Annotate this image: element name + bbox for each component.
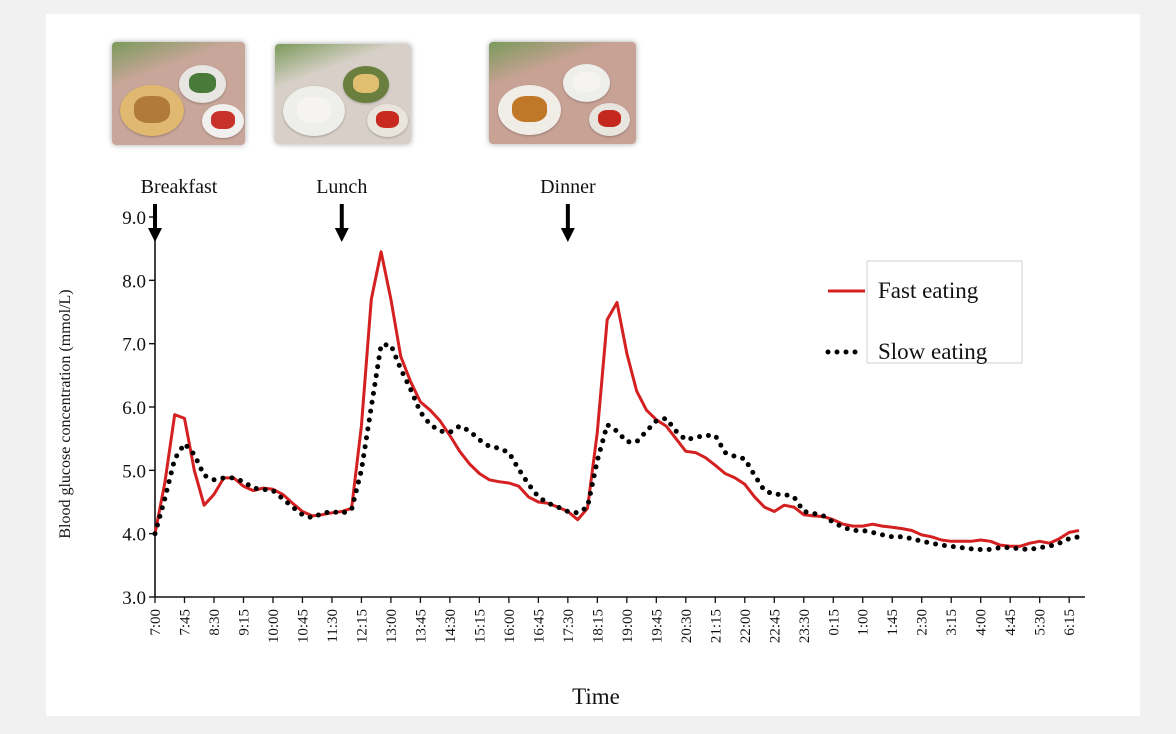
dish-plate <box>283 86 345 136</box>
meal-arrow-head <box>560 228 575 242</box>
x-tick-label: 19:00 <box>620 609 636 643</box>
x-tick-label: 18:15 <box>590 609 606 643</box>
x-tick-label: 4:45 <box>1003 609 1019 636</box>
meal-label-lunch: Lunch <box>316 176 367 198</box>
y-tick-label: 4.0 <box>122 525 146 546</box>
figure-panel: 3.0 4.0 5.0 6.0 7.0 8.0 9.0 7:00 7:45 8:30 9:15 10:… <box>46 14 1140 716</box>
x-tick-label: 5:30 <box>1033 609 1049 636</box>
meal-photo-dinner <box>489 42 636 144</box>
x-tick-label: 20:30 <box>679 609 695 643</box>
dish-food <box>296 97 332 123</box>
x-tick-label: 6:15 <box>1062 609 1078 636</box>
x-tick-label: 19:45 <box>649 609 665 643</box>
dish-food <box>189 73 216 94</box>
dish-plate <box>343 66 389 103</box>
series-line-slow-eating <box>152 342 1082 552</box>
meal-label-breakfast: Breakfast <box>141 176 218 198</box>
x-tick-label: 23:30 <box>797 609 813 643</box>
y-tick-label: 3.0 <box>122 588 146 609</box>
x-tick-label: 22:00 <box>738 609 754 643</box>
y-tick-label: 8.0 <box>122 271 146 292</box>
dish-food <box>573 72 600 93</box>
legend-label-slow-eating: Slow eating <box>878 339 988 364</box>
x-tick-label: 10:45 <box>295 609 311 643</box>
x-tick-label: 9:15 <box>236 609 252 636</box>
meal-photo-breakfast <box>112 42 245 145</box>
x-tick-label: 15:15 <box>472 609 488 643</box>
dish-plate <box>120 85 184 136</box>
meal-arrow-head <box>334 228 349 242</box>
legend-box <box>866 260 1023 364</box>
x-tick-label: 16:45 <box>531 609 547 643</box>
dish-plate <box>563 64 610 102</box>
x-tick-label: 10:00 <box>266 609 282 643</box>
x-tick-label: 2:30 <box>915 609 931 636</box>
x-tick-label: 22:45 <box>767 609 783 643</box>
y-axis-title: Blood glucose concentration (mmol/L) <box>57 289 74 538</box>
meal-label-dinner: Dinner <box>540 176 596 198</box>
dish-food <box>134 96 170 123</box>
y-tick-label: 9.0 <box>122 208 146 229</box>
dish-food <box>598 110 621 128</box>
x-tick-label: 1:00 <box>856 609 872 636</box>
x-tick-label: 17:30 <box>561 609 577 643</box>
dish-plate <box>179 65 226 103</box>
dish-food <box>376 111 399 129</box>
meal-photo-lunch <box>275 44 411 144</box>
dish-food <box>353 74 379 94</box>
dish-plate <box>367 104 408 137</box>
x-tick-label: 16:00 <box>502 609 518 643</box>
x-tick-label: 4:00 <box>974 609 990 636</box>
x-tick-label: 14:30 <box>443 609 459 643</box>
x-tick-label: 7:45 <box>177 609 193 636</box>
y-tick-label: 6.0 <box>122 398 146 419</box>
series-line-fast-eating <box>153 250 1080 548</box>
x-tick-label: 3:15 <box>944 609 960 636</box>
x-tick-label: 13:45 <box>413 609 429 643</box>
dish-plate <box>202 104 244 138</box>
dish-plate <box>589 103 630 136</box>
meal-arrow-head <box>148 228 162 242</box>
legend-label-fast-eating: Fast eating <box>878 278 979 303</box>
glucose-line-chart: 3.0 4.0 5.0 6.0 7.0 8.0 9.0 7:00 7:45 8:30 9:15 10:… <box>57 176 1085 709</box>
x-tick-label: 8:30 <box>207 609 223 636</box>
y-tick-label: 7.0 <box>122 335 146 356</box>
x-tick-label: 21:15 <box>708 609 724 643</box>
x-tick-label: 7:00 <box>148 609 164 636</box>
dish-plate <box>498 85 561 135</box>
x-axis-title: Time <box>572 684 620 709</box>
x-tick-label: 1:45 <box>885 609 901 636</box>
x-tick-label: 12:15 <box>354 609 370 643</box>
y-tick-label: 5.0 <box>122 461 146 482</box>
x-tick-label: 13:00 <box>384 609 400 643</box>
dish-food <box>211 111 235 130</box>
dish-food <box>511 96 548 122</box>
x-tick-label: 0:15 <box>826 609 842 636</box>
x-tick-label: 11:30 <box>325 609 341 643</box>
